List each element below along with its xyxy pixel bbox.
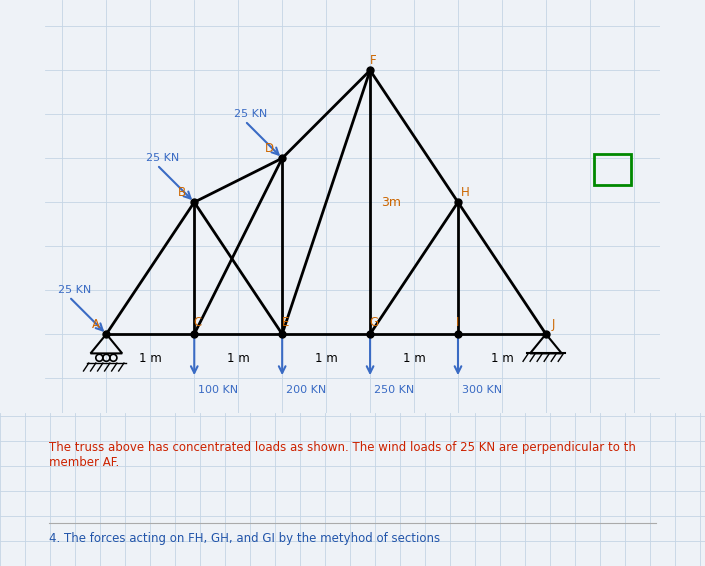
Text: 1 m: 1 m: [491, 352, 513, 365]
Text: 4. The forces acting on FH, GH, and GI by the metyhod of sections: 4. The forces acting on FH, GH, and GI b…: [49, 533, 441, 546]
Text: The truss above has concentrated loads as shown. The wind loads of 25 KN are per: The truss above has concentrated loads a…: [49, 441, 636, 469]
Text: F: F: [370, 54, 377, 67]
Text: 1 m: 1 m: [227, 352, 250, 365]
Text: 1 m: 1 m: [403, 352, 425, 365]
Text: 300 KN: 300 KN: [462, 385, 502, 395]
Text: B: B: [178, 186, 186, 199]
Text: 1 m: 1 m: [314, 352, 338, 365]
Text: D: D: [265, 142, 274, 155]
Text: I: I: [456, 316, 460, 329]
Text: 1 m: 1 m: [139, 352, 161, 365]
Text: 25 KN: 25 KN: [58, 285, 91, 294]
Text: 200 KN: 200 KN: [286, 385, 326, 395]
Text: 100 KN: 100 KN: [198, 385, 238, 395]
Text: A: A: [92, 318, 100, 331]
Text: C: C: [194, 316, 202, 329]
Bar: [594, 154, 631, 185]
Text: E: E: [282, 316, 289, 329]
Text: H: H: [460, 186, 470, 199]
Text: 25 KN: 25 KN: [234, 109, 267, 119]
Text: 250 KN: 250 KN: [374, 385, 414, 395]
Text: G: G: [369, 316, 378, 329]
Text: J: J: [551, 318, 555, 331]
Text: 3m: 3m: [381, 196, 400, 209]
Text: 25 KN: 25 KN: [146, 153, 179, 162]
